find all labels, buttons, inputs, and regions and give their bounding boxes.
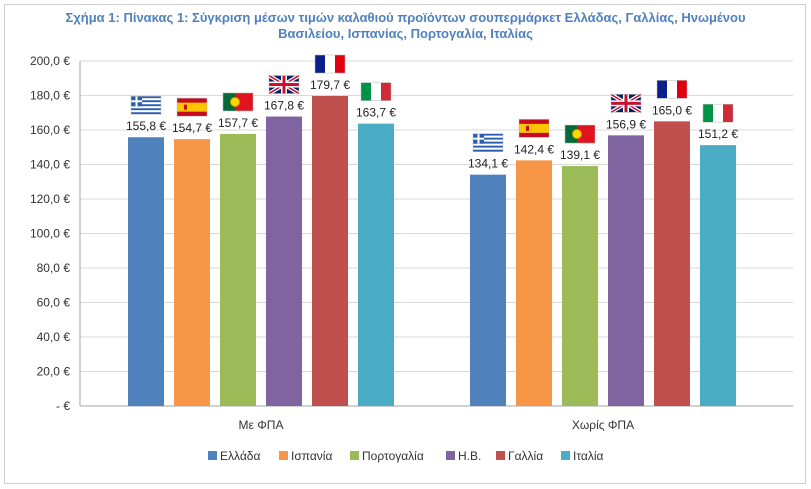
bar [700,145,736,406]
bar [654,121,690,406]
y-tick-label: 80,0 € [37,261,71,275]
uk-flag-icon [609,92,643,115]
legend-swatch [496,451,505,460]
data-label: 139,1 € [560,148,600,162]
y-tick-label: 120,0 € [30,192,70,206]
legend-label: Ισπανία [291,449,332,463]
legend-label: Η.Β. [458,449,481,463]
data-label: 165,0 € [652,103,692,117]
bar [470,174,506,406]
bar [358,123,394,407]
portugal-flag-icon [222,92,254,112]
portugal-flag-icon [564,124,596,144]
uk-flag-icon [267,73,301,96]
legend-swatch [279,451,288,460]
data-label: 179,7 € [310,78,350,92]
x-category-label: Χωρίς ΦΠΑ [572,418,634,432]
data-label: 157,7 € [218,116,258,130]
spain-flag-icon [518,119,550,138]
y-tick-label: 200,0 € [30,54,70,68]
bar [608,135,644,406]
chart-title-line-2: Βασιλείου, Ισπανίας, Πορτογαλία, Ιταλίας [278,26,533,41]
spain-flag-icon [176,97,208,117]
data-label: 163,7 € [356,106,396,120]
data-label: 167,8 € [264,99,304,113]
data-label: 154,7 € [172,121,212,135]
france-flag-icon [314,54,346,74]
france-flag-icon [656,80,688,99]
chart-title-line-1: Σχήμα 1: Πίνακας 1: Σύγκριση μέσων τιμών… [65,10,746,25]
greece-flag-icon [130,95,162,115]
bar [220,133,256,406]
bar [562,166,598,406]
greece-flag-icon [472,133,504,152]
y-tick-label: 40,0 € [37,330,71,344]
bar [266,116,302,407]
y-tick-label: 60,0 € [37,296,71,310]
y-tick-label: 20,0 € [37,365,71,379]
bar [174,139,210,406]
y-tick-label: 160,0 € [30,123,70,137]
legend-swatch [561,451,570,460]
legend-swatch [350,451,359,460]
legend-swatch [208,451,217,460]
bar [312,96,348,406]
legend-swatch [446,451,455,460]
y-tick-label: 140,0 € [30,158,70,172]
italy-flag-icon [360,82,392,101]
data-label: 142,4 € [514,142,554,156]
x-category-label: Με ΦΠΑ [239,418,284,432]
legend-label: Ιταλία [573,449,604,463]
legend-label: Γαλλία [508,449,543,463]
legend-label: Ελλάδα [220,449,260,463]
y-tick-label: - € [56,399,70,413]
y-tick-label: 100,0 € [30,227,70,241]
y-tick-label: 180,0 € [30,89,70,103]
data-label: 151,2 € [698,127,738,141]
bar [516,160,552,406]
data-label: 155,8 € [126,119,166,133]
bar [128,137,164,406]
italy-flag-icon [702,103,734,123]
legend-label: Πορτογαλία [362,449,424,463]
data-label: 134,1 € [468,157,508,171]
data-label: 156,9 € [606,117,646,131]
